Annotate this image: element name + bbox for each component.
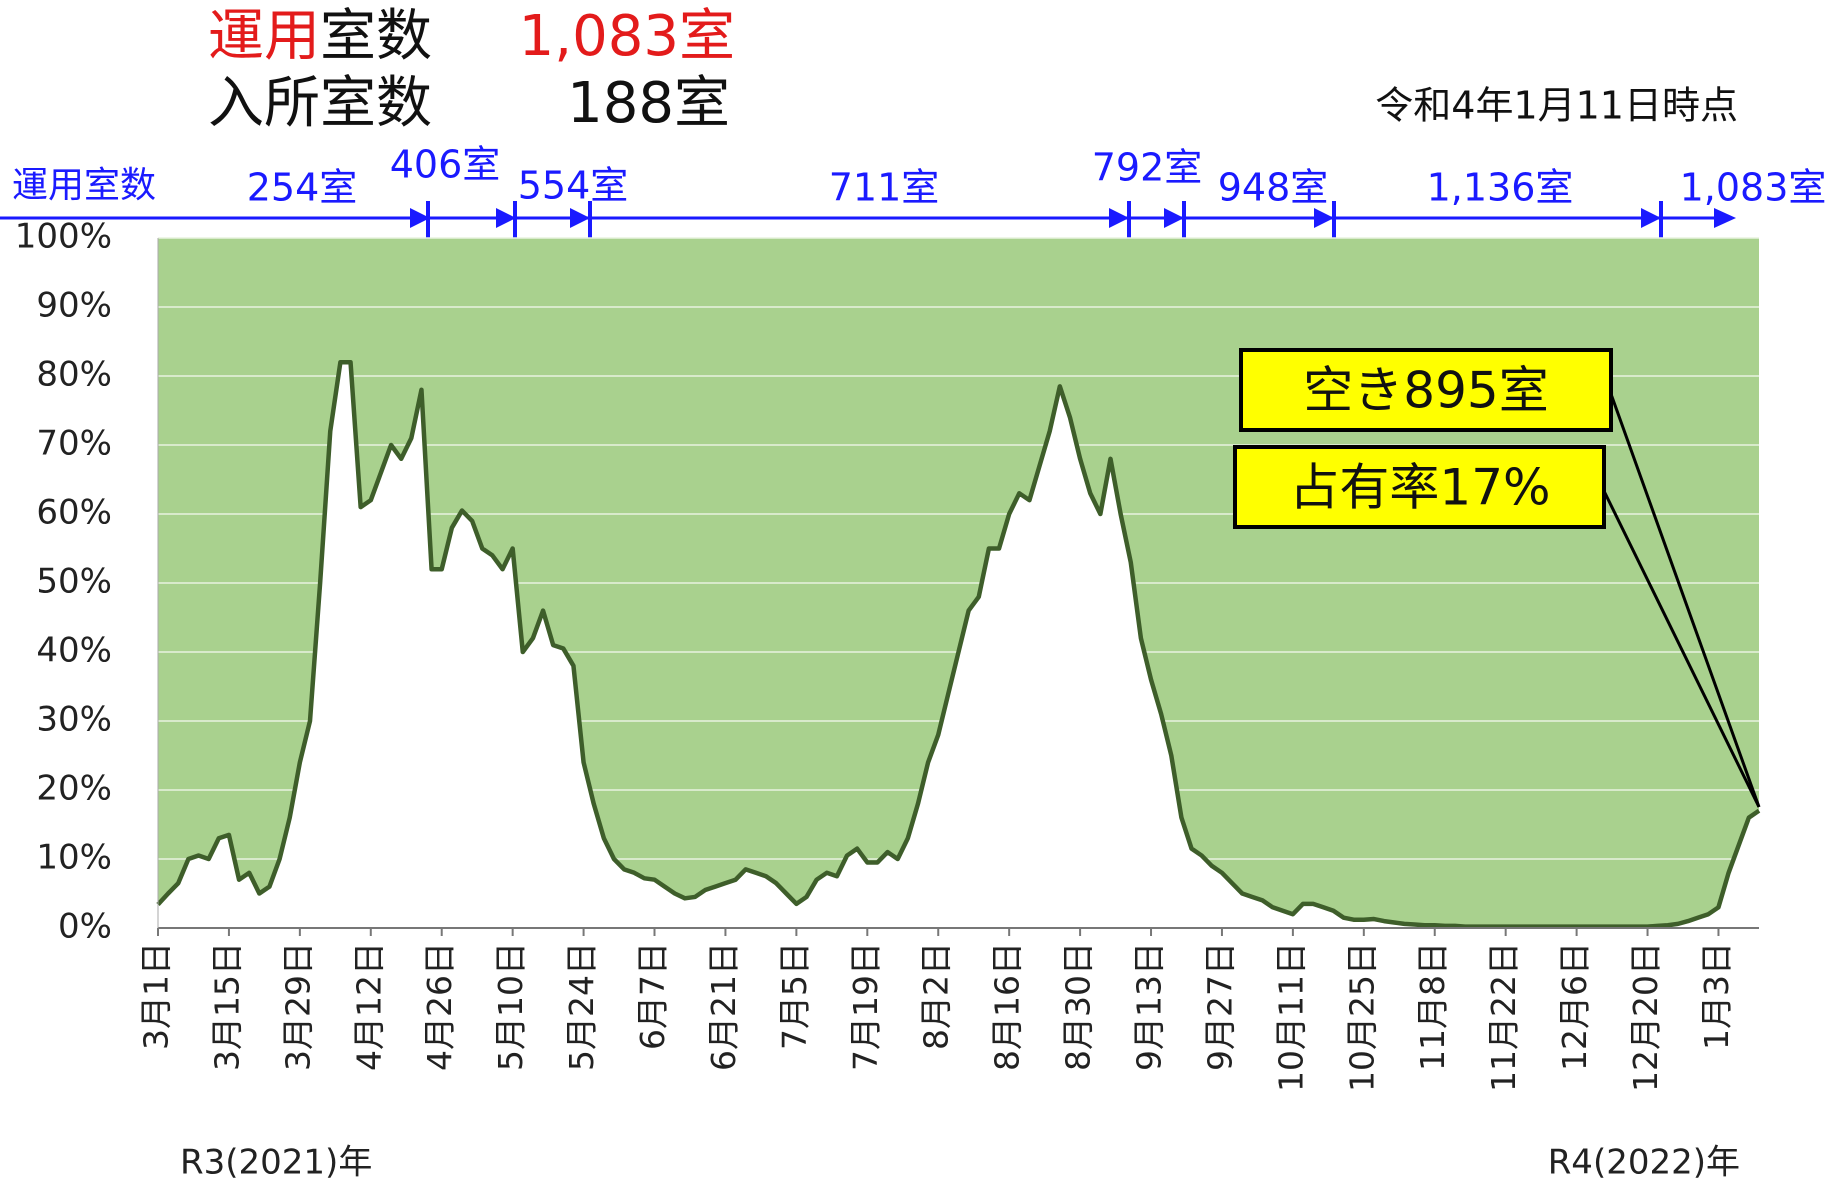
x-tick-label: 12月6日 <box>1555 942 1594 1071</box>
capacity-label: 792室 <box>1092 146 1203 190</box>
y-tick-label: 30% <box>36 700 112 740</box>
year-label: R4(2022)年 <box>1548 1143 1740 1183</box>
header-operating-red: 運用 <box>208 4 320 69</box>
year-label: R3(2021)年 <box>180 1143 372 1183</box>
annotation-box <box>1233 445 1606 529</box>
arrow-head <box>570 208 590 228</box>
capacity-label: 711室 <box>829 166 940 210</box>
occupancy-area <box>158 362 1759 928</box>
y-tick-label: 50% <box>36 562 112 602</box>
x-tick-label: 5月24日 <box>562 942 601 1071</box>
x-tick-label: 12月20日 <box>1626 942 1665 1092</box>
x-tick-label: 9月27日 <box>1200 942 1239 1071</box>
annotation-box <box>1239 348 1613 432</box>
y-tick-label: 60% <box>36 493 112 533</box>
as-of-date: 令和4年1月11日時点 <box>1375 84 1738 128</box>
annotation-leader <box>1609 393 1761 808</box>
x-tick-label: 11月22日 <box>1484 942 1523 1092</box>
capacity-label: 254室 <box>247 166 358 210</box>
x-tick-label: 8月30日 <box>1059 942 1098 1071</box>
arrow-head <box>496 208 516 228</box>
x-tick-label: 10月11日 <box>1271 942 1310 1092</box>
y-tick-label: 70% <box>36 424 112 464</box>
y-tick-label: 40% <box>36 631 112 671</box>
capacity-label: 1,083室 <box>1680 166 1827 210</box>
x-tick-label: 1月3日 <box>1697 942 1736 1050</box>
header-operating-label: 室数 <box>320 4 432 69</box>
plot <box>156 237 1761 936</box>
x-tick-label: 6月21日 <box>704 942 743 1071</box>
arrow-head <box>1641 208 1661 228</box>
occupancy-line <box>156 359 1761 929</box>
x-tick-label: 7月5日 <box>775 942 814 1050</box>
header-operating-value: 1,083室 <box>519 4 735 69</box>
capacity-axis-label: 運用室数 <box>12 165 156 206</box>
arrow-head <box>410 208 430 228</box>
x-tick-label: 8月16日 <box>988 942 1027 1071</box>
x-tick-label: 6月7日 <box>633 942 672 1050</box>
x-tick-label: 11月8日 <box>1413 942 1452 1071</box>
x-tick-label: 4月12日 <box>349 942 388 1071</box>
x-tick-label: 8月2日 <box>917 942 956 1050</box>
x-tick-label: 5月10日 <box>491 942 530 1071</box>
y-tick-label: 20% <box>36 769 112 809</box>
arrow-head <box>1109 208 1129 228</box>
y-tick-label: 100% <box>15 217 112 257</box>
arrow-head <box>1714 208 1736 228</box>
annotations: 空き895室 占有率17% <box>1233 348 1761 808</box>
capacity-label: 406室 <box>390 143 501 187</box>
header-occupied-label: 入所室数 <box>208 71 432 136</box>
y-tick-label: 10% <box>36 838 112 878</box>
y-tick-label: 80% <box>36 355 112 395</box>
capacity-label: 1,136室 <box>1427 166 1574 210</box>
x-tick-label: 10月25日 <box>1342 942 1381 1092</box>
x-tick-label: 3月15日 <box>207 942 246 1071</box>
capacity-label: 554室 <box>518 164 629 208</box>
x-tick-label: 4月26日 <box>420 942 459 1071</box>
y-tick-label: 0% <box>58 907 112 947</box>
annotation-leader <box>1602 490 1761 808</box>
header-operating: 運用室数 <box>208 4 432 69</box>
x-tick-label: 7月19日 <box>846 942 885 1071</box>
arrow-head <box>1164 208 1184 228</box>
x-tick-label: 9月13日 <box>1130 942 1169 1071</box>
capacity-label: 948室 <box>1218 166 1329 210</box>
x-tick-label: 3月29日 <box>278 942 317 1071</box>
annotation-vacant: 空き895室 <box>1303 362 1548 420</box>
arrow-head <box>1314 208 1334 228</box>
y-tick-label: 90% <box>36 286 112 326</box>
x-tick-label: 3月1日 <box>137 942 176 1050</box>
header-occupied-value: 188室 <box>567 71 730 136</box>
annotation-rate: 占有率17% <box>1289 459 1550 517</box>
